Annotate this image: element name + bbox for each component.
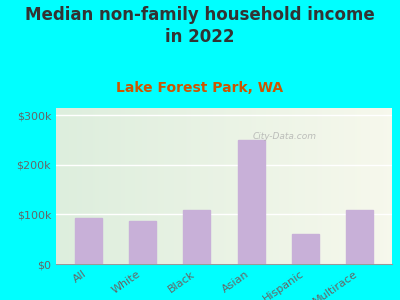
Text: City-Data.com: City-Data.com	[252, 132, 316, 141]
Bar	[129, 221, 156, 264]
Bar	[346, 209, 373, 264]
Bar	[183, 209, 210, 264]
Bar	[292, 234, 319, 264]
Bar	[75, 218, 102, 264]
Bar	[238, 140, 265, 264]
Text: Median non-family household income
in 2022: Median non-family household income in 20…	[25, 6, 375, 46]
Text: Lake Forest Park, WA: Lake Forest Park, WA	[116, 81, 284, 95]
